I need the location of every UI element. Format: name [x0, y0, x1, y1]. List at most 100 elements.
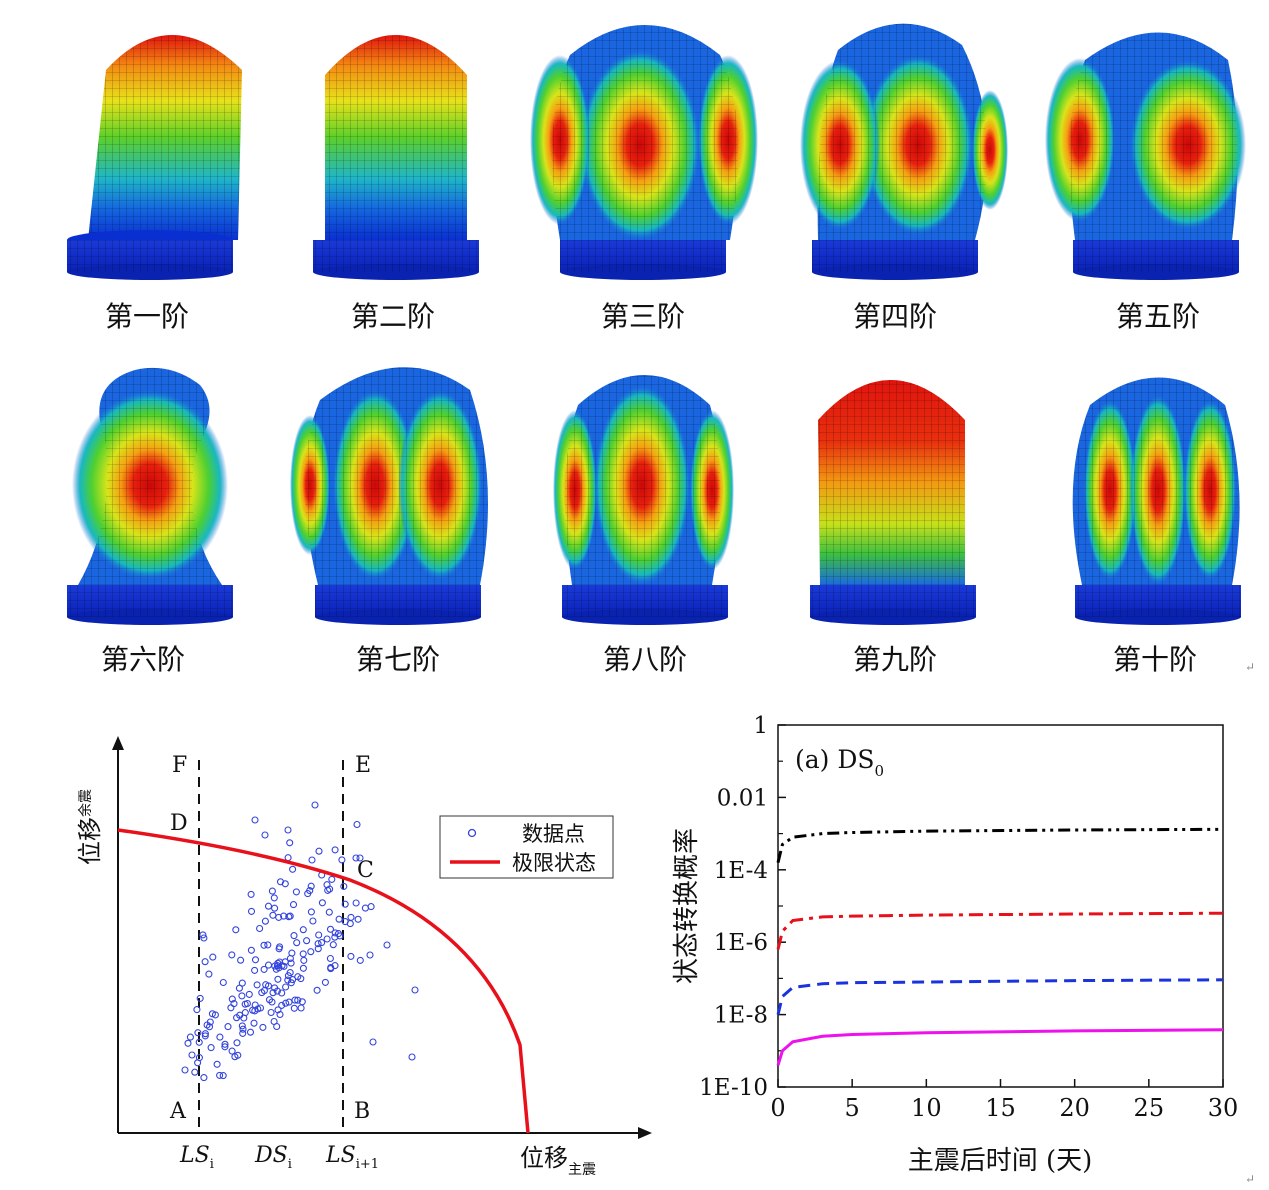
data-point — [307, 908, 315, 916]
data-point — [271, 904, 279, 912]
legend: 数据点 极限状态 — [439, 815, 614, 879]
data-point — [280, 912, 288, 920]
series-line — [776, 1028, 1224, 1066]
data-point — [238, 979, 246, 987]
data-point — [347, 952, 355, 960]
data-point — [278, 989, 286, 997]
data-point — [268, 887, 276, 895]
data-point — [292, 888, 300, 896]
data-point — [336, 932, 344, 940]
data-point — [265, 996, 274, 1004]
data-point — [251, 966, 259, 974]
data-point — [213, 1060, 221, 1068]
data-point — [297, 1004, 305, 1012]
mode-label: 第十阶 — [1112, 643, 1197, 676]
data-point — [311, 801, 319, 809]
x-tick-label: 30 — [1208, 1094, 1239, 1122]
data-point — [356, 854, 364, 862]
data-point — [256, 924, 264, 933]
data-point — [285, 998, 293, 1006]
point-label-c: C — [357, 858, 374, 883]
data-point — [246, 1028, 255, 1036]
data-point — [328, 875, 336, 883]
point-label-d: D — [170, 811, 188, 836]
mode-10-shape — [1072, 377, 1241, 625]
data-point — [273, 962, 282, 970]
data-point — [264, 982, 273, 990]
data-point — [188, 1051, 196, 1059]
y-tick-label: 0.01 — [717, 785, 768, 811]
data-point — [227, 1004, 235, 1012]
return-mark: ↵ — [1245, 1172, 1256, 1186]
data-point — [270, 894, 278, 902]
mode-label: 第五阶 — [1115, 300, 1200, 333]
data-point — [196, 994, 204, 1002]
x-tick-label: 25 — [1134, 1094, 1165, 1122]
data-point — [194, 1059, 202, 1067]
data-point — [289, 976, 297, 984]
data-point — [308, 856, 316, 864]
data-point — [294, 996, 302, 1004]
data-point — [270, 1017, 278, 1026]
data-point — [216, 1033, 224, 1041]
data-point — [352, 899, 360, 907]
x-axis-label: 位移主震 — [520, 1144, 596, 1178]
data-point — [238, 1022, 246, 1030]
tick-ls-i: LSi — [179, 1143, 214, 1172]
data-point — [286, 839, 294, 847]
data-point — [307, 882, 315, 890]
data-point — [247, 890, 255, 898]
data-point — [194, 1029, 202, 1037]
data-point — [354, 915, 362, 923]
data-point — [331, 962, 339, 970]
data-point — [338, 856, 346, 864]
data-point — [309, 917, 317, 925]
data-point — [208, 1010, 216, 1018]
data-point — [361, 904, 369, 912]
data-point — [284, 826, 292, 834]
data-point — [383, 941, 391, 949]
data-point — [318, 899, 326, 907]
data-point — [219, 1072, 227, 1080]
series-line — [776, 911, 1224, 950]
data-point — [186, 1033, 194, 1041]
data-point — [200, 934, 208, 942]
data-point — [221, 1043, 229, 1051]
data-point — [325, 908, 333, 916]
mode-9-shape — [810, 380, 976, 625]
x-tick-label: 20 — [1059, 1094, 1090, 1122]
series — [776, 827, 1224, 1066]
data-point — [306, 887, 314, 895]
data-point — [276, 1010, 284, 1019]
y-axis-arrow — [112, 736, 124, 750]
data-point — [195, 1038, 203, 1046]
data-point — [299, 964, 307, 972]
data-point — [207, 1044, 215, 1052]
data-point — [331, 933, 339, 941]
data-point — [286, 912, 294, 920]
data-point — [329, 941, 337, 949]
data-point — [251, 1001, 259, 1009]
data-point — [278, 1001, 286, 1009]
data-point — [352, 854, 360, 862]
mode-label: 第八阶 — [602, 643, 687, 676]
tick-ls-i1: LSi+1 — [325, 1143, 379, 1172]
data-point — [280, 962, 288, 970]
data-point — [216, 1071, 224, 1079]
data-point — [282, 983, 290, 991]
data-point — [276, 958, 284, 966]
data-point — [318, 939, 326, 947]
point-label-f: F — [172, 753, 187, 778]
data-point — [335, 915, 343, 923]
data-point — [228, 951, 236, 959]
data-point — [264, 941, 272, 949]
mode-label: 第九阶 — [852, 643, 937, 676]
x-tick-label: 15 — [985, 1094, 1016, 1122]
data-point — [313, 986, 321, 994]
data-point — [191, 1068, 199, 1076]
limit-state-curve — [117, 828, 530, 1134]
x-tick-label: 0 — [770, 1094, 785, 1122]
data-point — [341, 900, 349, 908]
return-mark: ↵ — [1245, 660, 1256, 674]
data-point — [314, 940, 322, 948]
